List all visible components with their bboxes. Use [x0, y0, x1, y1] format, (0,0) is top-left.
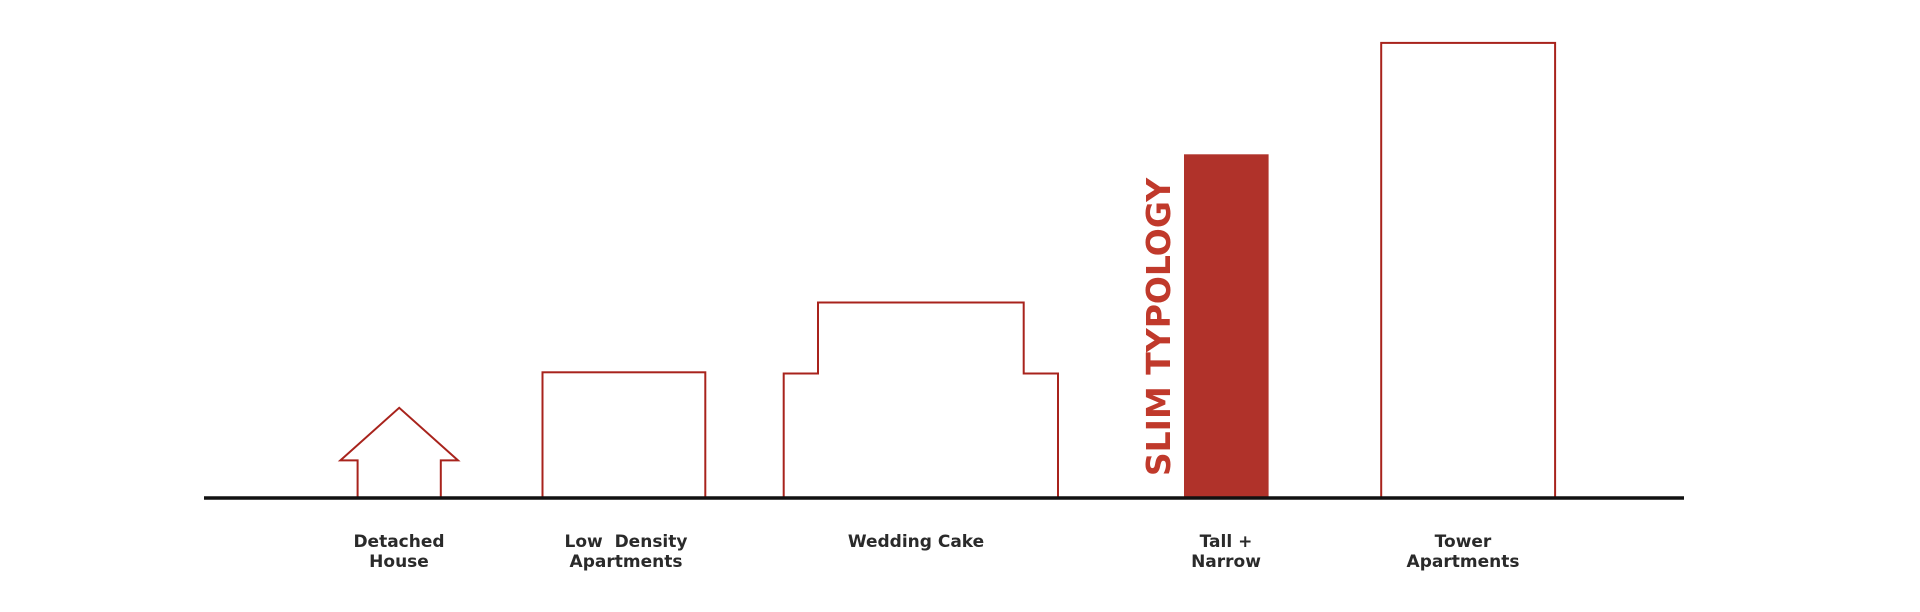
typology-label: House — [369, 552, 429, 572]
typology-label: Apartments — [1407, 552, 1520, 572]
typology-label: Wedding Cake — [848, 532, 984, 552]
highlight-label: SLIM TYPOLOGY — [1139, 177, 1178, 476]
typology-label: Low Density — [565, 532, 688, 552]
low-density-shape — [541, 371, 707, 499]
typology-label: Apartments — [570, 552, 683, 572]
detached-house-shape — [337, 406, 461, 498]
tall-narrow-shape — [1184, 154, 1269, 499]
tower-shape — [1380, 41, 1557, 500]
typology-label: Tower — [1435, 532, 1492, 552]
typology-label: Narrow — [1191, 552, 1261, 572]
typology-label: Detached — [353, 532, 444, 552]
typology-label: Tall + — [1200, 532, 1253, 552]
wedding-cake-shape — [782, 301, 1059, 498]
